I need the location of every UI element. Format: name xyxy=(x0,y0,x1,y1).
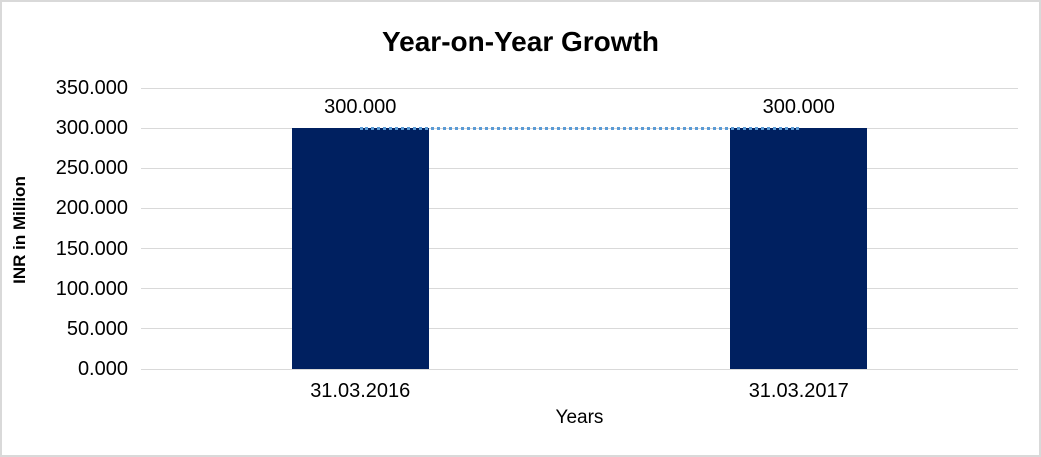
y-tick-label: 300.000 xyxy=(55,117,128,140)
gridline xyxy=(141,328,1018,330)
bar-31.03.2016 xyxy=(291,128,429,369)
bar-data-label: 300.000 xyxy=(762,96,835,119)
y-tick-label: 350.000 xyxy=(55,77,128,99)
y-tick-label: 50.000 xyxy=(66,317,128,340)
x-tick-label: 31.03.2016 xyxy=(310,380,411,402)
x-axis-line xyxy=(141,368,1018,370)
gridline xyxy=(141,87,1018,89)
y-tick-label: 100.000 xyxy=(55,277,128,300)
x-tick-label: 31.03.2017 xyxy=(748,380,849,402)
plot-area xyxy=(141,87,1018,370)
y-tick-label: 150.000 xyxy=(55,237,128,260)
y-tick-label: 250.000 xyxy=(55,157,128,180)
x-axis-title: Years xyxy=(555,407,604,428)
gridline xyxy=(141,207,1018,209)
bar-31.03.2017 xyxy=(730,128,868,369)
chart-title: Year-on-Year Growth xyxy=(382,26,659,57)
y-tick-label: 200.000 xyxy=(55,197,128,220)
bar-data-label: 300.000 xyxy=(324,96,397,119)
trendline-dotted xyxy=(360,126,799,130)
y-tick-label: 0.000 xyxy=(77,358,128,380)
gridline xyxy=(141,288,1018,290)
gridline xyxy=(141,248,1018,250)
gridline xyxy=(141,167,1018,169)
